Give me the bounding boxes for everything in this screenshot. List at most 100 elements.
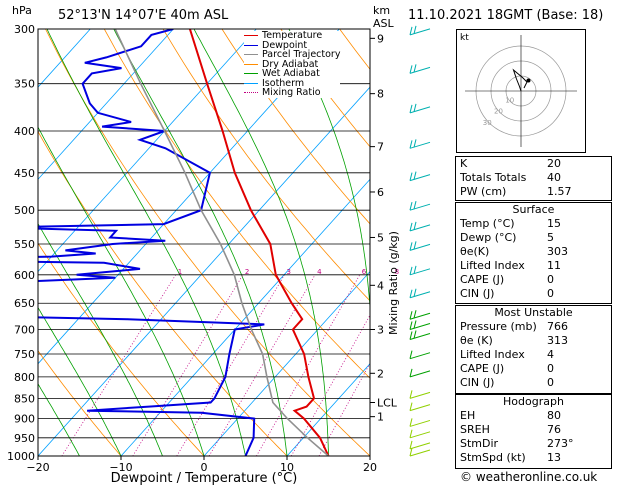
legend-swatch	[244, 92, 258, 94]
legend-item: Dewpoint	[244, 40, 340, 51]
wind-barb-flag	[409, 368, 413, 377]
mixing-ratio-label: 6	[362, 268, 367, 276]
wind-barb-flag	[409, 429, 413, 438]
surface-row: Lifted Index 11	[456, 259, 611, 273]
legend-label: Parcel Trajectory	[262, 49, 341, 60]
wind-barb-flag	[409, 311, 413, 320]
index-row: K 20	[456, 157, 611, 171]
isotherm-line	[38, 29, 257, 273]
wind-barb-flag	[413, 221, 417, 230]
legend-label: Wet Adiabat	[262, 68, 320, 79]
legend-item: Dry Adiabat	[244, 59, 340, 70]
x-axis-label: Dewpoint / Temperature (°C)	[111, 471, 298, 486]
most-unstable-value: 766	[547, 320, 568, 333]
wind-barb-flag	[413, 310, 417, 319]
wind-barb-flag	[409, 440, 413, 449]
isotherm-line	[38, 86, 370, 456]
most-unstable-row: Pressure (mb) 766	[456, 320, 611, 334]
pressure-tick-label: 700	[14, 324, 35, 337]
index-value: 40	[547, 171, 561, 184]
skewt-chart: 3003504004505005506006507007508008509009…	[0, 23, 400, 486]
wind-barb-flag	[409, 26, 413, 35]
legend-swatch	[244, 44, 258, 46]
most-unstable-row: θe (K) 313	[456, 334, 611, 348]
index-value: 1.57	[547, 185, 572, 198]
temp-tick-label: −10	[109, 461, 132, 474]
wind-barb-flag	[409, 202, 413, 211]
copyright: © weatheronline.co.uk	[460, 470, 598, 484]
wind-barb	[409, 330, 431, 340]
legend: Temperature Dewpoint Parcel Trajectory Dry …	[244, 31, 341, 98]
dewpoint-line	[38, 29, 265, 456]
indices-panel: K 20 Totals Totals 40 PW (cm) 1.57	[455, 156, 612, 201]
wind-barb	[409, 265, 431, 276]
wind-barb	[409, 64, 431, 74]
hodograph-table-panel: Hodograph EH 80 SREH 76 StmDir 273° StmSpd (kt…	[455, 394, 612, 469]
wind-barb-shaft	[409, 404, 431, 412]
index-row: Totals Totals 40	[456, 171, 611, 185]
hodograph-table-title: Hodograph	[503, 395, 564, 408]
wind-barb-shaft	[409, 141, 431, 149]
wind-barb-shaft	[409, 333, 431, 340]
hodograph-stat-label: EH	[460, 409, 476, 422]
height-tick-label: 4	[377, 279, 384, 292]
date-time: 11.10.2021 18GMT (Base: 18)	[408, 8, 604, 23]
height-tick-label: 5	[377, 231, 384, 244]
mixing-ratio-line	[256, 274, 361, 456]
wind-barb-shaft	[409, 28, 431, 36]
wind-barb-shaft	[409, 243, 431, 251]
legend-item: Wet Adiabat	[244, 69, 340, 79]
wind-barb	[409, 310, 431, 320]
wind-barb-flag	[413, 171, 417, 180]
surface-label: Temp (°C)	[460, 217, 515, 230]
surface-row: Dewp (°C) 5	[456, 231, 611, 245]
hodograph-panel: 10 20 30 kt	[456, 29, 586, 153]
surface-row: CAPE (J) 0	[456, 273, 611, 287]
wind-barb-flag	[409, 402, 413, 411]
hpa-label: hPa	[12, 4, 32, 17]
legend-item: Isotherm	[244, 78, 340, 89]
most-unstable-label: CIN (J)	[460, 376, 495, 389]
wind-barb-shaft	[409, 449, 431, 457]
wind-barb-flag	[413, 265, 417, 274]
surface-label: CIN (J)	[460, 287, 495, 300]
dry-adiabat-line	[221, 29, 370, 225]
temp-tick-label: 0	[201, 461, 208, 474]
pressure-tick-label: 900	[14, 413, 35, 426]
wind-barb-shaft	[409, 370, 431, 378]
hodograph-stat-row: StmSpd (kt) 13	[456, 451, 611, 465]
wind-barb	[409, 368, 431, 378]
wind-barb-flag	[413, 139, 417, 148]
wind-barb-flag	[409, 447, 413, 457]
height-tick-label: 3	[377, 324, 384, 337]
legend-swatch	[244, 54, 258, 56]
wind-barb	[409, 25, 431, 36]
wind-barb-shaft	[409, 352, 431, 360]
isotherm-line	[0, 29, 7, 456]
height-tick-label: 9	[377, 32, 384, 45]
legend-item: Parcel Trajectory	[244, 50, 340, 60]
wind-barb	[409, 320, 431, 330]
hodograph-stat-row: SREH 76	[456, 423, 611, 437]
hodograph-stat-label: StmDir	[460, 437, 499, 450]
legend-swatch	[244, 82, 258, 84]
mixing-ratio-label: 1	[178, 268, 182, 276]
wind-barb-flag	[413, 25, 417, 34]
pressure-tick-label: 350	[14, 78, 35, 91]
legend-swatch	[244, 73, 258, 75]
most-unstable-value: 0	[547, 376, 554, 389]
mixing-ratio-axis-label: Mixing Ratio (g/kg)	[387, 231, 400, 335]
pressure-tick-label: 850	[14, 392, 35, 405]
storm-motion-marker	[526, 78, 531, 83]
wind-barb	[409, 390, 431, 399]
wind-barb-shaft	[409, 203, 431, 211]
legend-swatch	[244, 63, 258, 65]
pressure-tick-label: 500	[14, 204, 35, 217]
pressure-tick-label: 650	[14, 297, 35, 310]
surface-label: θe(K)	[460, 245, 490, 258]
wind-barb-flag	[413, 320, 417, 329]
hodograph-trace	[512, 68, 528, 92]
wind-barb-flag	[409, 140, 413, 149]
pressure-tick-label: 950	[14, 432, 35, 445]
wind-barb	[409, 440, 431, 450]
